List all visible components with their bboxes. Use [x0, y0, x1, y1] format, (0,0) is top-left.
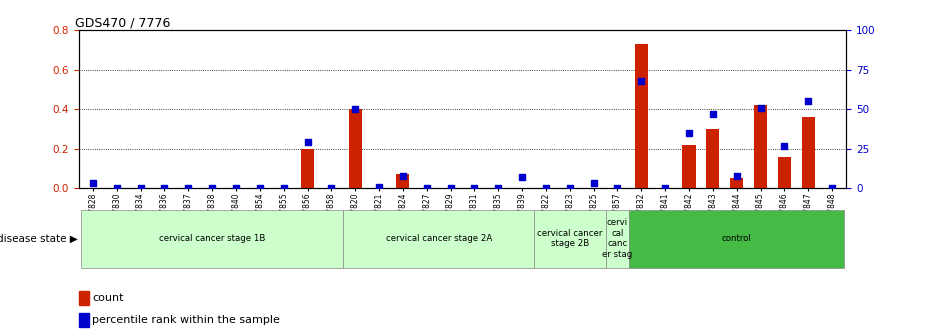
Text: control: control [722, 234, 752, 243]
Point [586, 181, 601, 186]
Point [253, 185, 267, 191]
Text: GDS470 / 7776: GDS470 / 7776 [75, 16, 170, 29]
Point [277, 185, 291, 191]
Point [777, 143, 792, 148]
Point [706, 111, 721, 117]
Point [467, 185, 482, 191]
Point [634, 78, 648, 83]
Bar [778, 157, 791, 188]
Point [562, 185, 577, 191]
Point [419, 185, 434, 191]
Bar [349, 109, 362, 188]
Point [491, 185, 506, 191]
Text: cervical cancer stage 2A: cervical cancer stage 2A [386, 234, 492, 243]
Point [825, 185, 840, 191]
Text: cervi
cal
canc
er stag: cervi cal canc er stag [602, 218, 633, 259]
Point [801, 99, 816, 104]
Bar [343, 210, 534, 267]
Point [658, 185, 672, 191]
Point [109, 185, 124, 191]
Bar [730, 178, 744, 188]
Point [133, 185, 148, 191]
Point [157, 185, 172, 191]
Point [396, 173, 411, 178]
Bar [396, 174, 410, 188]
Text: count: count [92, 293, 124, 303]
Point [204, 185, 219, 191]
Point [324, 185, 339, 191]
Point [181, 185, 196, 191]
Text: percentile rank within the sample: percentile rank within the sample [92, 315, 280, 325]
Bar [635, 44, 648, 188]
Point [753, 105, 768, 110]
Point [443, 185, 458, 191]
Text: cervical cancer stage 1B: cervical cancer stage 1B [159, 234, 265, 243]
Text: cervical cancer
stage 2B: cervical cancer stage 2B [537, 229, 602, 248]
Point [300, 140, 314, 145]
Bar [79, 291, 89, 305]
Text: disease state ▶: disease state ▶ [0, 234, 78, 244]
Bar [301, 149, 314, 188]
Point [228, 185, 243, 191]
Bar [707, 129, 720, 188]
Bar [629, 210, 844, 267]
Bar [754, 105, 767, 188]
Bar [79, 313, 89, 327]
Point [729, 173, 744, 178]
Point [348, 107, 363, 112]
Bar [606, 210, 629, 267]
Bar [802, 117, 815, 188]
Bar [81, 210, 343, 267]
Point [538, 185, 553, 191]
Point [610, 185, 625, 191]
Bar [534, 210, 606, 267]
Bar [683, 145, 696, 188]
Point [514, 174, 529, 180]
Point [682, 130, 697, 136]
Point [85, 181, 100, 186]
Point [372, 184, 387, 189]
